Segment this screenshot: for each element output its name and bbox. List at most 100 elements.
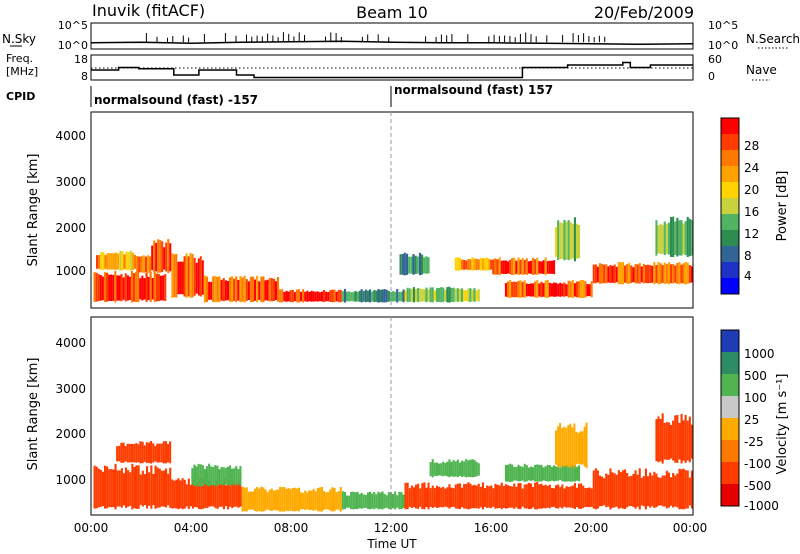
scatter-cell	[580, 279, 583, 298]
scatter-cell	[469, 288, 472, 302]
xtick-0000: 00:00	[74, 521, 109, 535]
scatter-cell	[369, 289, 372, 303]
scatter-cell	[406, 287, 409, 303]
scatter-cell	[609, 265, 612, 284]
scatter-cell	[444, 463, 447, 476]
scatter-cell	[243, 487, 246, 512]
scatter-cell	[431, 287, 434, 303]
scatter-cell	[118, 275, 121, 301]
scatter-cell	[233, 278, 236, 302]
scatter-cell	[446, 487, 449, 508]
scatter-cell	[461, 487, 464, 508]
scatter-cell	[573, 483, 576, 509]
scatter-cell	[454, 461, 457, 477]
scatter-cell	[590, 281, 593, 298]
scatter-cell	[477, 259, 480, 270]
scatter-cell	[670, 217, 673, 257]
x-axis: 00:00 04:00 08:00 12:00 16:00 20:00 00:0…	[74, 521, 708, 551]
scatter-cell	[517, 280, 520, 298]
scatter-cell	[688, 265, 691, 283]
colorbar-swatch	[721, 166, 739, 183]
vel-cbar-tick-1000: 1000	[744, 347, 775, 361]
scatter-cell	[141, 275, 144, 301]
scatter-cell	[203, 469, 206, 485]
scatter-cell	[440, 287, 443, 303]
colorbar-swatch	[721, 230, 739, 247]
scatter-cell	[592, 264, 595, 284]
scatter-cell	[183, 256, 186, 297]
scatter-cell	[148, 472, 151, 506]
scatter-cell	[429, 287, 432, 303]
scatter-cell	[410, 256, 413, 274]
scatter-cell	[229, 483, 232, 507]
scatter-cell	[442, 461, 445, 477]
scatter-cell	[557, 484, 560, 509]
scatter-cell	[469, 483, 472, 509]
scatter-cell	[561, 283, 564, 297]
power-ytick-4000: 4000	[55, 129, 86, 143]
scatter-cell	[542, 283, 545, 297]
scatter-cell	[615, 266, 618, 283]
scatter-cell	[475, 258, 478, 270]
scatter-cell	[320, 486, 323, 512]
scatter-cell	[530, 466, 533, 481]
colorbar-swatch	[721, 418, 739, 441]
scatter-cell	[137, 465, 140, 509]
scatter-cell	[237, 279, 240, 301]
scatter-cell	[136, 256, 139, 273]
scatter-cell	[254, 488, 257, 511]
scatter-cell	[256, 275, 259, 303]
scatter-cell	[417, 287, 420, 302]
scatter-cell	[569, 486, 572, 508]
scatter-cell	[661, 413, 664, 464]
scatter-cell	[169, 243, 172, 272]
scatter-cell	[578, 224, 581, 259]
scatter-cell	[657, 477, 660, 506]
scatter-cell	[356, 491, 359, 510]
scatter-cell	[525, 258, 528, 275]
colorbar-swatch	[721, 262, 739, 279]
scatter-cell	[291, 289, 294, 303]
scatter-cell	[517, 257, 520, 276]
scatter-cell	[318, 487, 321, 512]
scatter-cell	[678, 262, 681, 285]
scatter-cell	[446, 287, 449, 303]
scatter-cell	[385, 495, 388, 508]
scatter-cell	[479, 257, 482, 271]
scatter-cell	[419, 488, 422, 507]
scatter-cell	[139, 474, 142, 505]
scatter-cell	[553, 465, 556, 482]
scatter-cell	[398, 492, 401, 510]
scatter-cell	[496, 484, 499, 509]
scatter-cell	[195, 466, 198, 486]
scatter-cell	[670, 264, 673, 284]
scatter-cell	[548, 260, 551, 274]
scatter-cell	[262, 487, 265, 512]
scatter-cell	[173, 480, 176, 509]
scatter-cell	[214, 480, 217, 509]
scatter-cell	[555, 430, 557, 465]
scatter-cell	[122, 473, 125, 506]
power-panel: 4000 3000 2000 1000 Slant Range [km] 28 …	[26, 111, 790, 309]
scatter-cell	[300, 492, 303, 510]
scatter-cell	[632, 267, 635, 283]
scatter-cell	[124, 273, 127, 302]
scatter-cell	[584, 281, 587, 298]
scatter-cell	[377, 289, 380, 303]
scatter-cell	[509, 486, 512, 508]
scatter-cell	[504, 260, 507, 274]
scatter-cell	[400, 291, 403, 302]
scatter-cell	[596, 266, 599, 283]
scatter-cell	[256, 487, 259, 512]
scatter-cell	[160, 275, 163, 301]
colorbar-swatch	[721, 352, 739, 375]
power-cbar-tick-28: 28	[744, 139, 759, 153]
scatter-cell	[542, 467, 545, 481]
noise-sky-line	[90, 40, 694, 46]
scatter-cell	[134, 255, 137, 269]
scatter-cell	[563, 464, 566, 482]
scatter-cell	[513, 281, 516, 298]
scatter-cell	[588, 487, 591, 508]
scatter-cell	[471, 289, 474, 302]
scatter-cell	[542, 485, 545, 508]
